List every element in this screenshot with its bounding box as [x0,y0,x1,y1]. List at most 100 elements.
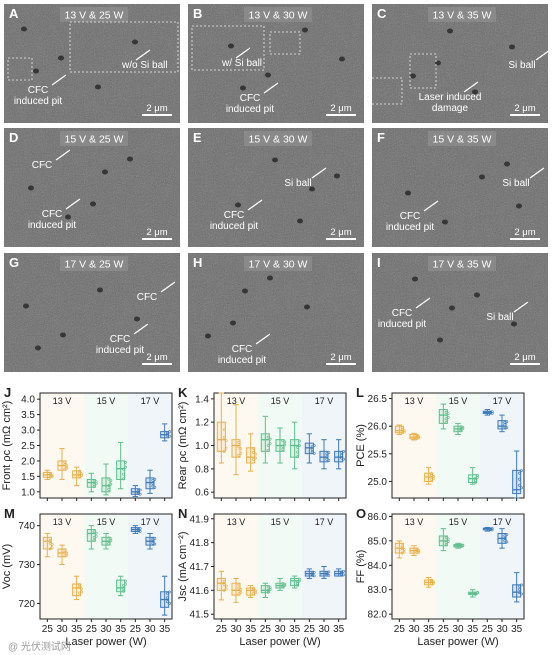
data-point [151,481,155,485]
pit-mark [511,321,517,327]
group-label: 17 V [315,396,334,406]
x-tick-label: 30 [408,624,420,635]
box-iqr [216,421,226,452]
x-tick-label: 30 [496,624,508,635]
data-point [461,427,465,431]
panel-letter: A [9,6,19,21]
data-point [166,600,169,604]
box-iqr [246,447,256,464]
box-plot [231,404,243,476]
condition-label-box [60,256,128,271]
annotation-label: Laser induced damage [419,92,482,114]
data-point [48,547,52,551]
data-point [296,455,299,459]
pit-mark [240,85,246,91]
data-point [237,586,241,590]
pit-mark [21,26,27,32]
pit-mark [334,173,340,179]
data-point [325,455,329,458]
y-tick-label: 41.8 [190,538,210,549]
data-point [488,411,492,415]
annotation-label: Si ball [508,60,535,71]
data-point [340,456,343,460]
condition-label: 17 V & 25 W [65,259,124,271]
y-axis-label: Front ρc (mΩ cm²) [1,401,13,491]
zoom-outline [409,53,437,89]
condition-label: 17 V & 35 W [433,259,492,271]
data-point [153,477,157,481]
condition-label-box [60,7,128,22]
data-point [402,430,406,434]
sem-texture [188,128,364,247]
y-tick-label: 41.5 [190,610,210,621]
chart-j: 13 V 15 V 17 V 1.0 1.5 2.0 2.5 3.0 3.5 4.0 Front ρ… [1,385,173,501]
data-point [224,584,228,588]
group-label: 15 V [449,517,468,527]
pit-mark [442,219,448,225]
condition-label-box [244,7,312,22]
data-point [254,591,257,595]
data-point [325,457,329,461]
data-point [281,585,285,589]
y-tick-label: 26.5 [368,394,388,405]
y-tick-label: 1.4 [195,394,209,405]
data-point [50,475,54,479]
data-point [298,577,301,581]
x-tick-label: 30 [274,624,286,635]
data-point [474,480,477,484]
box-plot [57,544,69,566]
box-plot [319,439,331,470]
data-point [80,474,83,477]
scale-bar-label: 2 μm [330,352,351,363]
box-plot [275,577,287,591]
sem-texture [372,4,548,123]
sem-texture [4,253,180,372]
data-point [518,483,521,487]
pit-mark [412,276,418,282]
condition-label-box [428,7,496,22]
annotation-arrow [247,199,263,211]
data-point [446,415,450,419]
data-point [166,434,169,437]
pit-mark [435,60,441,66]
scale-bar-label: 2 μm [514,227,535,238]
data-point [252,450,255,454]
scale-bar-label: 2 μm [514,103,535,114]
data-point [459,425,463,429]
data-point [252,458,255,462]
x-tick-label: 25 [86,624,98,635]
pit-mark [58,55,64,61]
data-point [476,476,479,479]
box-plot [304,568,316,579]
data-point [78,583,81,586]
condition-label: 15 V & 35 W [433,134,492,146]
y-tick-label: 41.6 [190,586,210,597]
x-tick-label: 30 [100,624,112,635]
group-label: 15 V [271,396,290,406]
pit-mark [127,156,133,162]
data-point [342,450,345,453]
data-point [124,461,127,464]
data-point [109,479,113,482]
group-shade [436,514,480,619]
box-plot [409,432,421,441]
y-tick-label: 1.2 [195,418,209,429]
data-point [222,588,226,592]
pit-mark [339,56,345,62]
data-point [340,453,343,457]
data-point [296,582,299,585]
x-tick-label: 25 [482,624,494,635]
watermark: @ 光伏测试网 [8,640,71,653]
data-point [122,583,125,587]
pit-mark [516,203,522,209]
sem-panel-e: 15 V & 30 W E 2 μm Si ball CFC induced pit [188,128,364,247]
x-tick-label: 35 [159,624,171,635]
x-tick-label: 35 [115,624,127,635]
data-point [237,440,241,444]
data-point [222,580,226,583]
data-point [138,527,142,530]
annotation-label: w/o Si ball [121,60,168,71]
pit-mark [504,161,510,167]
data-point [432,477,435,481]
data-point [124,582,127,586]
